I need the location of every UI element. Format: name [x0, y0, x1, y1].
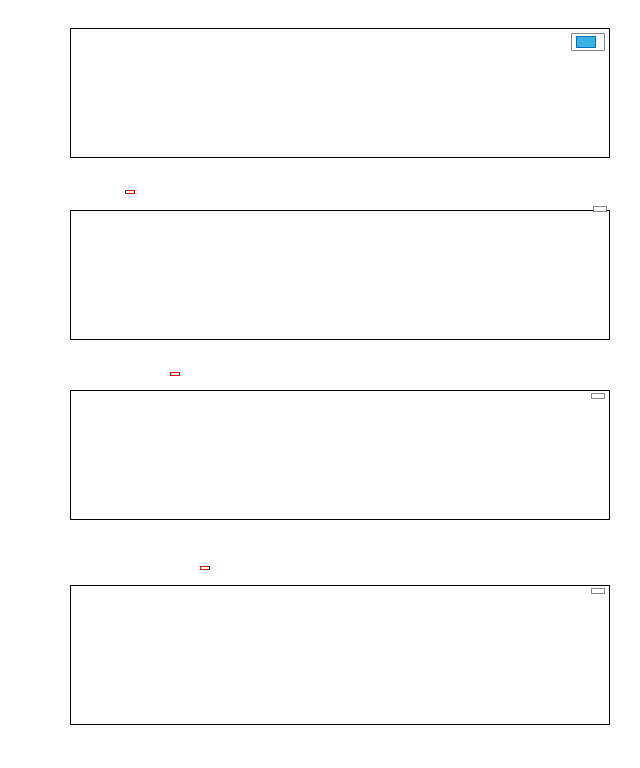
callout-minimal-disp: [125, 190, 135, 194]
panel-b-legend: [593, 206, 607, 212]
wave-swatch: [576, 36, 596, 48]
panel-d: [70, 585, 610, 725]
callout-torque-adj: [170, 372, 180, 376]
panel-c-legend: [591, 393, 605, 399]
callout-wave-torques: [200, 566, 210, 570]
panel-b-svg: [71, 211, 609, 339]
panel-d-svg: [71, 586, 609, 724]
panel-b: [70, 210, 610, 340]
figure: [10, 10, 630, 758]
panel-a-legend: [571, 33, 605, 51]
panel-a-svg: [71, 29, 609, 157]
panel-c-svg: [71, 391, 609, 519]
panel-a: [70, 28, 610, 158]
panel-d-legend: [591, 588, 605, 594]
panel-c: [70, 390, 610, 520]
